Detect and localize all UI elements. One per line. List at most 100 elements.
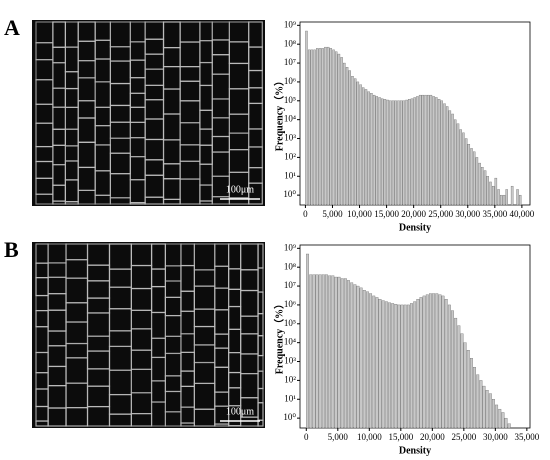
micrograph-bg (32, 20, 265, 206)
y-tick-label: 10¹ (284, 170, 296, 180)
bar (467, 144, 471, 206)
bar (437, 99, 441, 206)
bar (502, 194, 506, 206)
bar (441, 295, 445, 429)
y-tick-label: 10⁴ (284, 337, 296, 347)
x-tick-label: 35,000 (482, 209, 507, 219)
bar (328, 275, 332, 429)
bar (400, 304, 404, 429)
panel-label: A (4, 15, 20, 40)
y-axis-label: Frequency（%） (272, 76, 285, 151)
y-tick-label: 10⁹ (284, 19, 296, 29)
bar (429, 94, 433, 206)
y-tick-label: 10⁵ (284, 95, 296, 105)
bar (391, 100, 395, 206)
bar (351, 76, 354, 206)
bar (350, 282, 354, 429)
y-axis-label: Frequency（%） (272, 299, 285, 374)
bar (482, 385, 486, 429)
bar (405, 99, 408, 206)
bar (306, 253, 310, 429)
scale-bar-label: 100μm (226, 184, 254, 195)
bar (312, 274, 316, 429)
bar (375, 297, 379, 429)
bar (466, 350, 470, 429)
bar (432, 96, 435, 206)
bar (418, 94, 422, 206)
bar (486, 176, 489, 206)
y-tick-label: 10¹ (284, 393, 296, 403)
y-tick-label: 10⁶ (284, 76, 296, 86)
x-tick-label: 0 (304, 432, 309, 442)
bar (340, 278, 344, 429)
bar (507, 423, 511, 429)
bar (362, 290, 366, 429)
bar (403, 304, 407, 429)
panel-label: B (4, 237, 19, 262)
bar (435, 97, 438, 206)
bar (321, 274, 325, 429)
bar (432, 293, 436, 429)
y-tick-label: 10⁰ (283, 412, 296, 422)
x-axis-label: Density (399, 445, 431, 456)
bar (445, 106, 449, 206)
y-tick-label: 10³ (284, 356, 296, 366)
bar (397, 304, 401, 429)
bar (497, 189, 500, 206)
bar (488, 393, 492, 429)
bar (366, 291, 369, 429)
bar (305, 30, 308, 206)
x-tick-label: 10,000 (357, 432, 382, 442)
bar (473, 151, 476, 206)
x-tick-label: 20,000 (420, 432, 445, 442)
bar (383, 99, 387, 206)
bar (494, 177, 498, 206)
bar (454, 119, 457, 206)
cell-wall (248, 182, 263, 205)
bar (326, 46, 330, 206)
y-tick-label: 10⁷ (284, 57, 296, 67)
bar (321, 48, 324, 206)
bar (362, 87, 365, 206)
bar (483, 170, 487, 206)
bar (421, 94, 425, 206)
bar (451, 310, 454, 429)
bar (485, 390, 489, 429)
bar (329, 48, 333, 206)
bar (359, 84, 362, 206)
bar (510, 185, 514, 206)
bar (394, 303, 398, 429)
bar (463, 342, 467, 429)
bar (334, 276, 338, 429)
bar (318, 48, 322, 206)
x-tick-label: 30,000 (483, 432, 508, 442)
bar (516, 189, 519, 206)
x-tick-label: 35,000 (514, 432, 539, 442)
scale-bar-label: 100μm (226, 406, 254, 417)
bar (343, 62, 346, 206)
bar (481, 167, 484, 206)
bar (391, 303, 395, 429)
bar (324, 46, 327, 206)
y-tick-label: 10⁹ (284, 242, 296, 252)
bar (347, 280, 350, 429)
y-tick-label: 10⁸ (284, 261, 296, 271)
y-tick-label: 10⁸ (284, 38, 296, 48)
cell-wall (257, 419, 264, 427)
bar (315, 274, 319, 429)
y-tick-label: 10² (284, 151, 296, 161)
x-tick-label: 10,000 (347, 209, 372, 219)
bar (459, 129, 462, 206)
bar (444, 299, 448, 429)
bar (313, 49, 316, 206)
micrograph-bg (32, 242, 265, 428)
bar (470, 148, 473, 206)
bar (447, 304, 451, 429)
bar (325, 274, 328, 429)
bar (410, 303, 413, 429)
x-tick-label: 5,000 (328, 432, 349, 442)
bar (353, 284, 357, 429)
y-tick-label: 10⁶ (284, 299, 296, 309)
bar (419, 297, 423, 429)
micrograph (32, 242, 265, 428)
